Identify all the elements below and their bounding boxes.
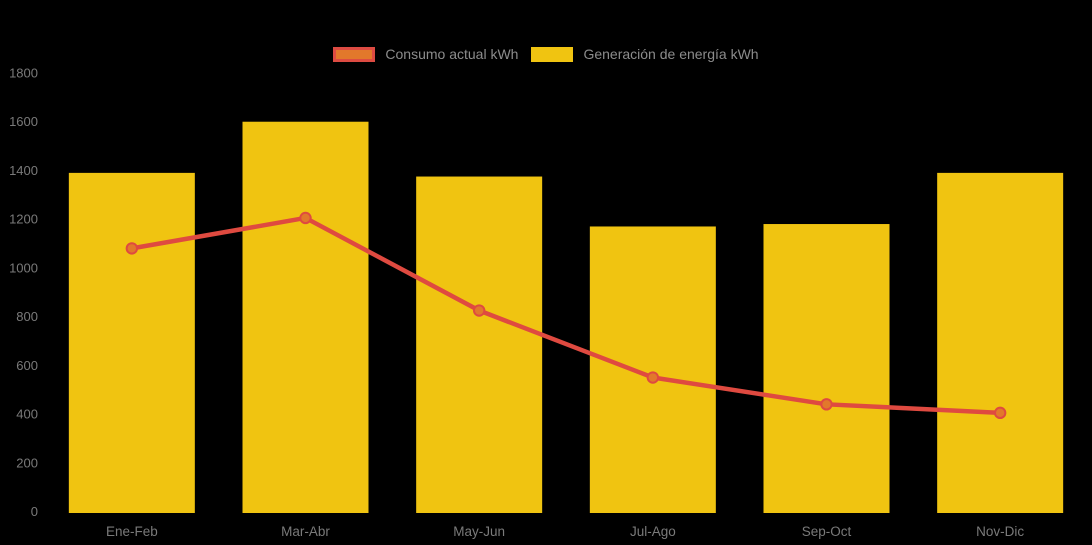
y-axis-tick-label: 0 <box>31 504 38 519</box>
legend-label-generacion-energia: Generación de energía kWh <box>583 46 759 62</box>
bar-Nov-Dic[interactable] <box>937 172 1064 513</box>
legend-label-consumo-actual: Consumo actual kWh <box>385 46 519 62</box>
data-point-Nov-Dic[interactable] <box>993 406 1007 420</box>
data-point-Ene-Feb[interactable] <box>125 242 139 255</box>
y-axis-tick-label: 1800 <box>9 66 38 81</box>
legend-swatch-bar-series <box>531 46 574 62</box>
data-point-Sep-Oct[interactable] <box>820 398 833 411</box>
x-axis-category-label: Sep-Oct <box>802 524 852 539</box>
y-axis-tick-label: 1400 <box>9 163 38 178</box>
data-point-Mar-Abr[interactable] <box>299 211 312 225</box>
y-axis-tick-label: 1600 <box>9 114 38 129</box>
legend-item-consumo-actual[interactable]: Consumo actual kWh <box>333 46 518 62</box>
y-axis-tick-label: 800 <box>16 309 38 324</box>
bar-Jul-Ago[interactable] <box>589 226 716 513</box>
bar-May-Jun[interactable] <box>416 176 543 513</box>
bar-Ene-Feb[interactable] <box>68 172 195 513</box>
bar-Sep-Oct[interactable] <box>763 224 890 514</box>
x-axis-category-label: Jul-Ago <box>630 524 676 539</box>
y-axis-tick-label: 1000 <box>9 260 38 275</box>
chart-legend: Consumo actual kWh Generación de energía… <box>0 46 1092 62</box>
data-point-Jul-Ago[interactable] <box>646 371 660 384</box>
legend-swatch-line-series <box>333 46 376 62</box>
y-axis-tick-label: 400 <box>16 407 38 422</box>
x-axis-category-label: Nov-Dic <box>976 524 1024 539</box>
bar-Mar-Abr[interactable] <box>242 121 369 513</box>
line-series-path <box>129 215 1003 416</box>
y-axis-tick-label: 200 <box>16 455 38 470</box>
x-axis-category-label: May-Jun <box>453 524 505 539</box>
y-axis-tick-label: 1200 <box>9 212 38 227</box>
y-axis-tick-label: 600 <box>16 358 38 373</box>
x-axis-category-label: Mar-Abr <box>281 524 330 539</box>
data-point-May-Jun[interactable] <box>472 304 486 317</box>
legend-item-generacion-energia[interactable]: Generación de energía kWh <box>531 46 759 62</box>
x-axis-category-label: Ene-Feb <box>106 524 158 539</box>
